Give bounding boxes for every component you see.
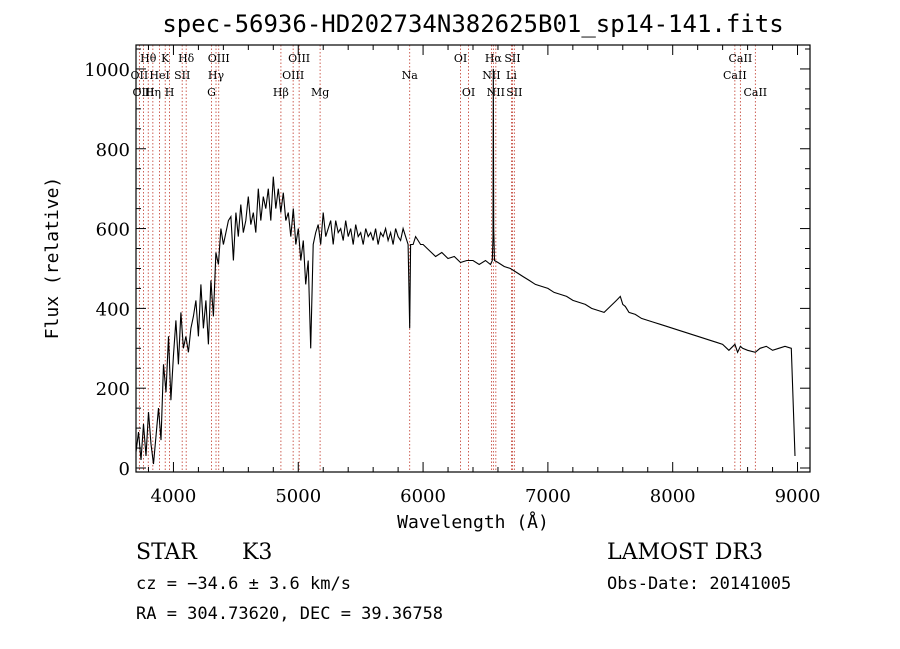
spectral-line-label: Hδ bbox=[178, 52, 195, 65]
y-tick-label: 0 bbox=[119, 459, 130, 480]
spectral-line-label: OIII bbox=[282, 69, 304, 82]
spectral-line-label: NII bbox=[482, 69, 500, 82]
object-subclass: K3 bbox=[242, 540, 272, 565]
spectral-line-label: Hα bbox=[485, 52, 503, 65]
y-tick-label: 400 bbox=[96, 299, 130, 320]
survey-name: LAMOST DR3 bbox=[607, 540, 763, 565]
spectral-line-label: K bbox=[161, 52, 170, 65]
y-axis-label: Flux (relative) bbox=[42, 177, 63, 340]
coordinates: RA = 304.73620, DEC = 39.36758 bbox=[136, 604, 443, 624]
spectral-line-label: OIII bbox=[208, 52, 230, 65]
spectral-line-label: Hθ bbox=[140, 52, 157, 65]
x-tick-label: 8000 bbox=[650, 486, 696, 507]
y-tick-label: 1000 bbox=[84, 60, 130, 81]
spectral-line-label: HeI bbox=[149, 69, 169, 82]
spectral-line-label: Mg bbox=[311, 86, 329, 99]
y-tick-label: 200 bbox=[96, 379, 130, 400]
x-tick-label: 7000 bbox=[525, 486, 571, 507]
spectral-line-label: OII bbox=[131, 69, 149, 82]
spectral-line-label: Hη bbox=[145, 86, 161, 99]
spectral-line-label: OI bbox=[462, 86, 475, 99]
y-tick-label: 600 bbox=[96, 220, 130, 241]
spectral-line-label: SII bbox=[174, 69, 190, 82]
spectral-line-label: G bbox=[207, 86, 216, 99]
plot-frame bbox=[135, 44, 811, 473]
spectral-line-label: CaII bbox=[743, 86, 767, 99]
spectral-line-label: SII bbox=[506, 86, 522, 99]
observation-date: Obs-Date: 20141005 bbox=[607, 574, 791, 594]
x-tick-label: 4000 bbox=[151, 486, 197, 507]
spectral-line-label: Hβ bbox=[273, 86, 289, 99]
spectral-line-label: Hγ bbox=[208, 69, 225, 82]
x-tick-label: 9000 bbox=[775, 486, 821, 507]
object-class: STAR bbox=[136, 540, 198, 565]
spectral-line-label: OI bbox=[454, 52, 467, 65]
redshift-velocity: cz = −34.6 ± 3.6 km/s bbox=[136, 574, 351, 594]
spectrum-line bbox=[135, 68, 796, 465]
spectral-line-label: H bbox=[165, 86, 175, 99]
x-axis-label: Wavelength (Å) bbox=[397, 511, 549, 533]
x-tick-label: 6000 bbox=[400, 486, 446, 507]
y-tick-label: 800 bbox=[96, 140, 130, 161]
spectral-line-label: OIII bbox=[288, 52, 310, 65]
y-axis-ticks: 0 200 400 600 800 1000 bbox=[84, 48, 810, 480]
spectral-line-label: SII bbox=[504, 52, 520, 65]
line-labels: HθOIIOIIIHηHeIKHSIIHδGHγOIIIHβOIIIOIIIMg… bbox=[131, 52, 768, 99]
spectral-line-label: Li bbox=[506, 69, 517, 82]
x-tick-label: 5000 bbox=[275, 486, 321, 507]
spectral-line-label: CaII bbox=[729, 52, 753, 65]
spectral-line-label: CaII bbox=[723, 69, 747, 82]
x-axis-ticks: 4000 5000 6000 7000 8000 9000 bbox=[147, 45, 821, 507]
spectral-line-label: NII bbox=[487, 86, 505, 99]
spectral-line-label: Na bbox=[402, 69, 419, 82]
chart-title: spec-56936-HD202734N382625B01_sp14-141.f… bbox=[162, 10, 783, 38]
